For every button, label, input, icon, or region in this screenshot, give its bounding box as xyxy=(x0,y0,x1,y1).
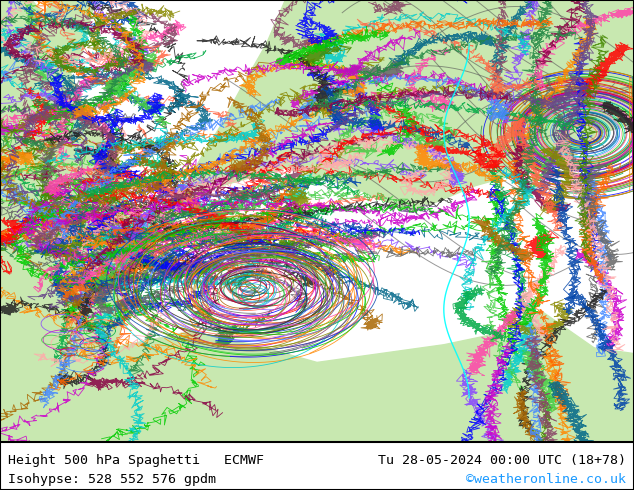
Polygon shape xyxy=(51,345,70,363)
Text: Isohypse: 528 552 576 gpdm: Isohypse: 528 552 576 gpdm xyxy=(8,473,216,486)
Polygon shape xyxy=(0,0,95,111)
Polygon shape xyxy=(0,0,139,442)
Polygon shape xyxy=(178,0,634,212)
Polygon shape xyxy=(0,331,634,442)
Text: Height 500 hPa Spaghetti   ECMWF: Height 500 hPa Spaghetti ECMWF xyxy=(8,454,264,467)
Text: ©weatheronline.co.uk: ©weatheronline.co.uk xyxy=(467,473,626,486)
Polygon shape xyxy=(520,309,634,442)
Polygon shape xyxy=(76,336,89,354)
Text: Tu 28-05-2024 00:00 UTC (18+78): Tu 28-05-2024 00:00 UTC (18+78) xyxy=(378,454,626,467)
